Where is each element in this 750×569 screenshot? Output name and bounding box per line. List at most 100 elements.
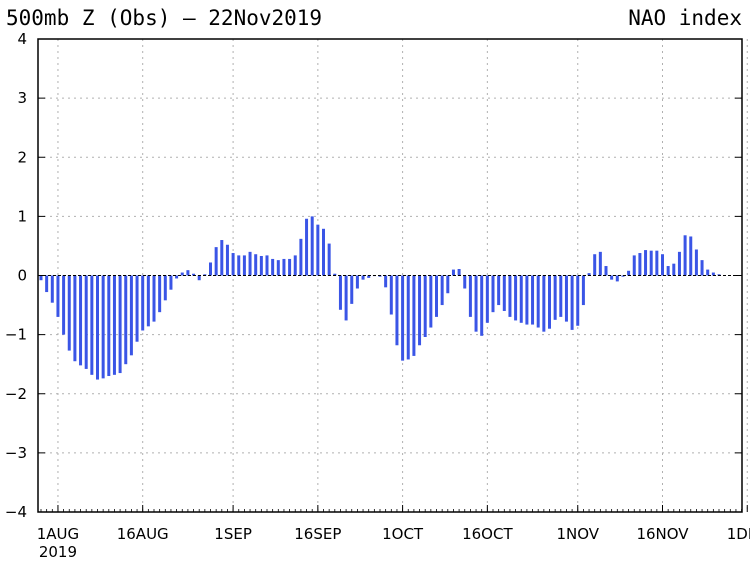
bar xyxy=(50,275,54,303)
bar xyxy=(237,255,241,276)
bar xyxy=(587,273,591,276)
bar xyxy=(45,275,49,293)
bar xyxy=(259,255,263,276)
bar xyxy=(468,275,472,317)
bar xyxy=(610,275,614,280)
bar xyxy=(519,275,523,323)
x-tick-label: 16SEP xyxy=(294,525,341,543)
bar xyxy=(282,258,286,276)
bar xyxy=(440,275,444,306)
bar xyxy=(491,275,495,313)
bar xyxy=(638,253,642,276)
bar xyxy=(406,275,410,360)
bar xyxy=(480,275,484,336)
bar xyxy=(73,275,77,362)
bar xyxy=(327,243,331,276)
bar xyxy=(220,240,224,276)
bar xyxy=(192,273,196,276)
x-tick-label: 1NOV xyxy=(556,525,599,543)
bar xyxy=(598,251,602,276)
bar xyxy=(367,275,371,278)
bar xyxy=(389,275,393,315)
bar xyxy=(338,275,342,310)
y-tick-label: −4 xyxy=(5,503,27,521)
bar xyxy=(124,275,128,365)
x-tick-label: 1SEP xyxy=(214,525,252,543)
bar xyxy=(146,275,150,327)
bar xyxy=(67,275,71,351)
bar xyxy=(435,275,438,317)
bar xyxy=(553,275,557,320)
bar xyxy=(299,238,303,276)
bar xyxy=(276,260,280,276)
bar xyxy=(384,275,388,288)
y-tick-label: 3 xyxy=(17,89,27,107)
bar xyxy=(581,275,585,306)
bar xyxy=(604,266,608,276)
bar xyxy=(711,272,715,276)
bar xyxy=(559,275,563,317)
bar xyxy=(107,275,111,377)
bar xyxy=(395,275,399,346)
y-tick-label: −1 xyxy=(5,326,27,344)
bar xyxy=(593,254,597,276)
bar xyxy=(531,275,535,325)
bar xyxy=(90,275,94,375)
bar xyxy=(536,275,540,328)
chart-title-right: NAO index xyxy=(628,6,742,30)
x-tick-label: 16NOV xyxy=(636,525,689,543)
bar xyxy=(412,275,416,356)
bar xyxy=(463,275,467,289)
bar xyxy=(231,253,235,276)
bar xyxy=(672,263,676,276)
bar xyxy=(649,250,653,276)
bar xyxy=(418,275,422,346)
bar xyxy=(333,273,337,276)
bars-group xyxy=(39,216,721,380)
y-tick-label: 2 xyxy=(17,148,27,166)
bar xyxy=(661,254,664,276)
bar xyxy=(242,255,246,276)
bar xyxy=(525,275,529,325)
x-tick-label: 1OCT xyxy=(382,525,424,543)
x-tick-label: 1AUG xyxy=(37,525,79,543)
bar xyxy=(214,247,218,276)
bar xyxy=(497,275,501,306)
bar xyxy=(508,275,512,317)
bar xyxy=(689,236,693,276)
bar xyxy=(570,275,574,330)
bar xyxy=(101,275,105,379)
bar xyxy=(542,275,546,332)
bar xyxy=(350,275,354,304)
bar xyxy=(79,275,83,366)
bar xyxy=(706,269,710,276)
bar xyxy=(700,260,704,276)
bar xyxy=(248,251,252,276)
bar xyxy=(632,255,636,276)
bar xyxy=(84,275,88,369)
x-tick-sublabel: 2019 xyxy=(39,543,77,561)
bar xyxy=(118,275,122,374)
bar xyxy=(502,275,506,311)
bar xyxy=(423,275,427,337)
y-tick-label: 0 xyxy=(17,267,27,285)
bar xyxy=(180,272,184,276)
grid-lines xyxy=(38,39,748,512)
bar xyxy=(644,250,648,276)
bar xyxy=(564,275,568,322)
bar xyxy=(203,274,207,276)
bar xyxy=(265,255,269,276)
bar xyxy=(225,244,229,276)
bar xyxy=(429,275,433,328)
bar xyxy=(677,251,681,276)
bar xyxy=(627,270,631,276)
bar xyxy=(141,275,145,331)
bar xyxy=(316,224,320,276)
bar xyxy=(197,275,201,281)
chart-title: 500mb Z (Obs) – 22Nov2019 xyxy=(6,6,322,30)
bar xyxy=(401,275,405,361)
bar xyxy=(683,235,687,276)
bar xyxy=(305,218,309,276)
bar xyxy=(548,275,551,329)
bar xyxy=(254,254,258,276)
